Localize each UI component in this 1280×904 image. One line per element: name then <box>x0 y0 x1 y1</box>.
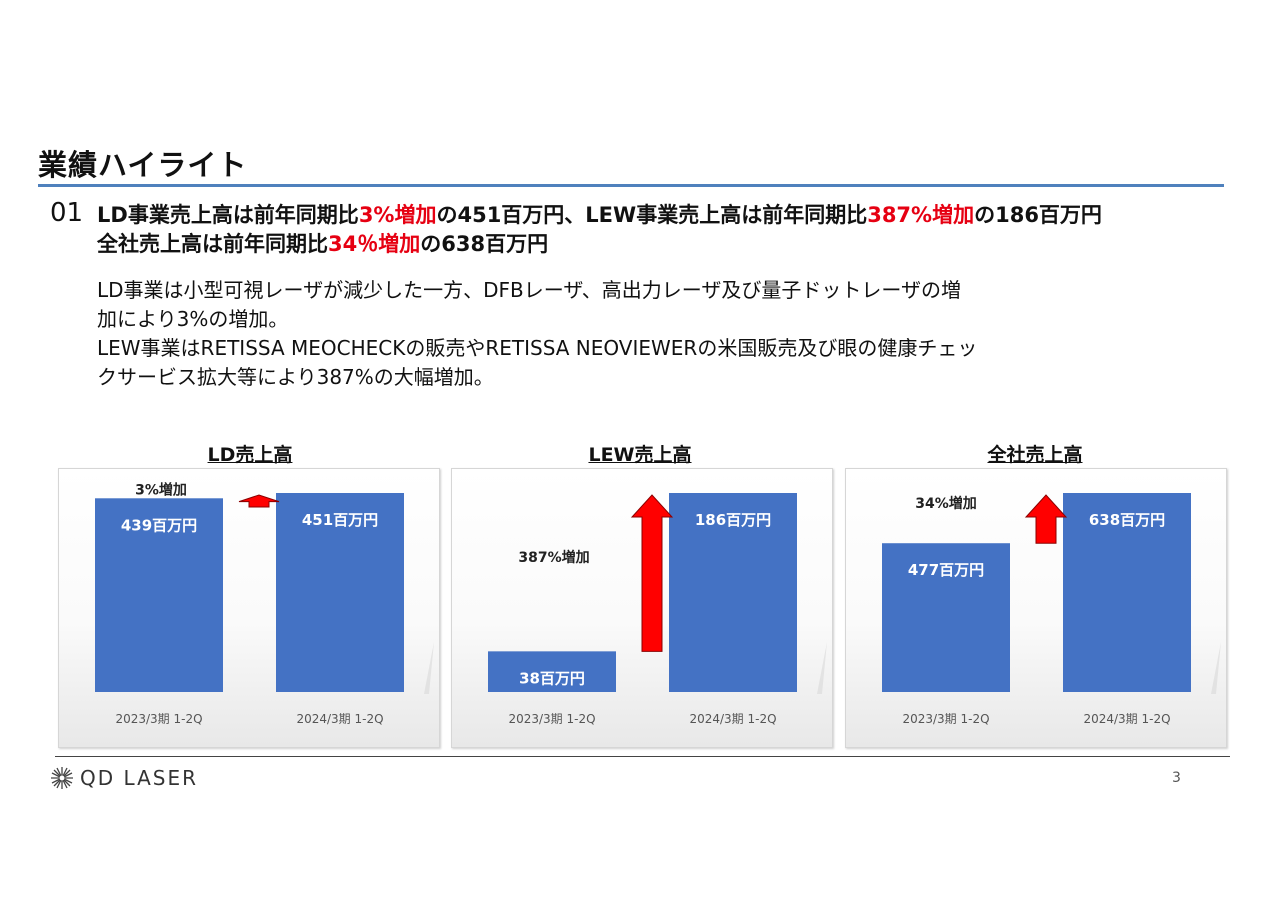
bar <box>882 543 1010 692</box>
headline-highlight: 3%増加 <box>358 203 437 227</box>
chart-total-svg: 477百万円 2023/3期 1-2Q 638百万円 2024/3期 1-2Q 34%増… <box>866 493 1221 726</box>
point-number: 01 <box>50 198 84 228</box>
bar <box>276 493 404 692</box>
bar <box>1063 493 1191 692</box>
bar-value-label: 439百万円 <box>121 516 197 534</box>
footer-divider <box>55 756 1230 757</box>
body-line: クサービス拡大等により387%の大幅増加。 <box>97 365 494 389</box>
headline-text: LD事業売上高は前年同期比 <box>97 203 359 227</box>
headline-text: の451百万円、LEW事業売上高は前年同期比 <box>436 203 868 227</box>
growth-annotation: 34%増加 <box>915 495 977 512</box>
chart-title-total: 全社売上高 <box>987 444 1083 466</box>
bar <box>95 498 223 692</box>
chart-total: 477百万円 2023/3期 1-2Q 638百万円 2024/3期 1-2Q 34%増… <box>845 468 1227 748</box>
increase-arrow <box>238 494 280 508</box>
title-divider <box>38 184 1224 187</box>
bar-value-label: 638百万円 <box>1089 511 1165 529</box>
headline-text: 全社売上高は前年同期比 <box>97 232 328 256</box>
increase-arrow <box>1024 494 1068 544</box>
chart-title-lew: LEW売上高 <box>588 444 692 466</box>
bar-value-label: 186百万円 <box>695 511 771 529</box>
bar <box>488 651 616 692</box>
chart-lew: 38百万円 2023/3期 1-2Q 186百万円 2024/3期 1-2Q 387%増… <box>451 468 833 748</box>
body-line: LD事業は小型可視レーザが減少した一方、DFBレーザ、高出力レーザ及び量子ドット… <box>97 278 961 302</box>
category-label: 2023/3期 1-2Q <box>508 712 595 726</box>
chart-ld: 439百万円 2023/3期 1-2Q 451百万円 2024/3期 1-2Q 3%増加 <box>58 468 440 748</box>
chart-title-ld: LD売上高 <box>207 444 293 466</box>
bar <box>669 493 797 692</box>
starburst-logo-icon <box>51 767 73 789</box>
category-label: 2024/3期 1-2Q <box>689 712 776 726</box>
headline-text: の638百万円 <box>420 232 549 256</box>
growth-annotation: 3%増加 <box>135 481 187 498</box>
body-text: LD事業は小型可視レーザが減少した一方、DFBレーザ、高出力レーザ及び量子ドット… <box>97 276 1167 392</box>
growth-annotation: 387%増加 <box>518 549 589 566</box>
category-label: 2023/3期 1-2Q <box>902 712 989 726</box>
headline-highlight: 387%増加 <box>867 203 975 227</box>
headline-line-2: 全社売上高は前年同期比34％増加の638百万円 <box>97 230 1102 259</box>
headline-line-1: LD事業売上高は前年同期比3%増加の451百万円、LEW事業売上高は前年同期比3… <box>97 201 1102 230</box>
page-number: 3 <box>1172 770 1181 786</box>
chart-ld-svg: 439百万円 2023/3期 1-2Q 451百万円 2024/3期 1-2Q 3%増加 <box>79 481 434 726</box>
category-label: 2024/3期 1-2Q <box>1083 712 1170 726</box>
logo-text: QD LASER <box>80 766 199 790</box>
body-line: LEW事業はRETISSA MEOCHECKの販売やRETISSA NEOVIE… <box>97 336 978 360</box>
headline: LD事業売上高は前年同期比3%増加の451百万円、LEW事業売上高は前年同期比3… <box>97 201 1102 259</box>
bar-value-label: 451百万円 <box>302 511 378 529</box>
body-line: 加により3%の増加。 <box>97 307 289 331</box>
bar-value-label: 477百万円 <box>908 561 984 579</box>
chart-lew-svg: 38百万円 2023/3期 1-2Q 186百万円 2024/3期 1-2Q 387%増… <box>472 493 827 726</box>
bar-value-label: 38百万円 <box>519 669 585 687</box>
category-label: 2023/3期 1-2Q <box>115 712 202 726</box>
headline-highlight: 34％増加 <box>328 232 421 256</box>
headline-text: の186百万円 <box>974 203 1102 227</box>
company-logo: QD LASER <box>50 766 198 790</box>
increase-arrow <box>630 494 674 652</box>
category-label: 2024/3期 1-2Q <box>296 712 383 726</box>
slide-title: 業績ハイライト <box>38 148 248 182</box>
